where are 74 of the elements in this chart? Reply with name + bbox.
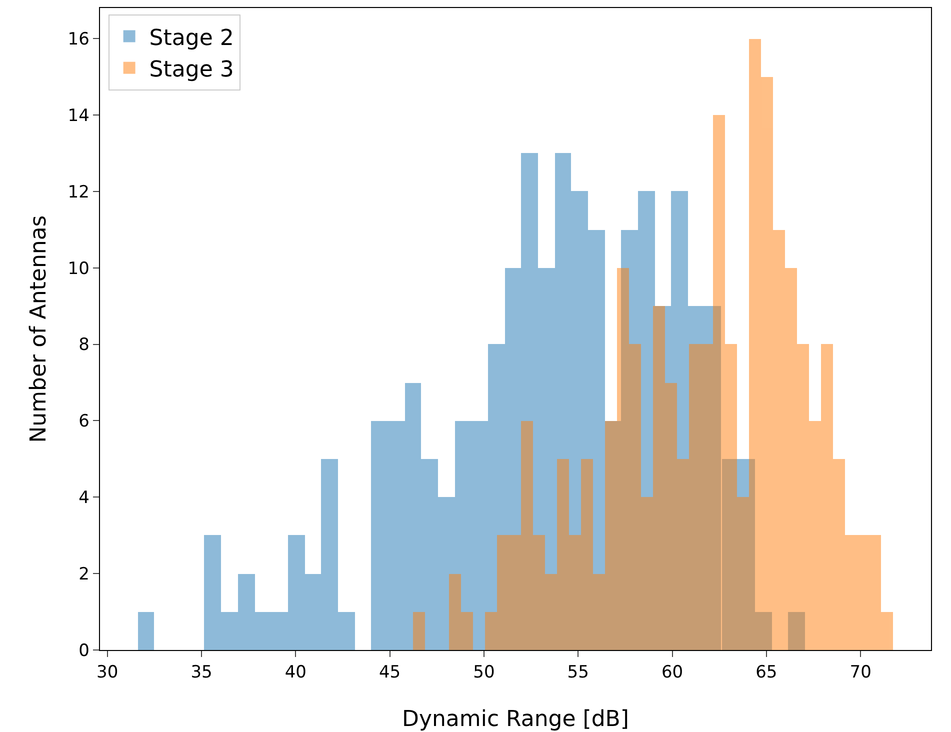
bar [545,574,557,650]
bar [569,535,581,650]
bar [641,497,653,650]
y-tick-label: 0 [78,640,90,661]
bar [581,459,593,650]
bar [371,421,388,650]
bar [288,535,305,650]
x-axis-title: Dynamic Range [dB] [402,707,629,732]
bar [809,421,821,650]
legend-label: Stage 3 [149,57,234,82]
y-tick-label: 16 [68,30,90,50]
bar [617,268,629,650]
bar [869,535,881,650]
y-tick-label: 12 [68,182,90,202]
y-tick-label: 6 [78,412,90,432]
x-tick-label: 65 [756,662,778,683]
x-tick-label: 70 [850,662,872,683]
bar [857,535,869,650]
bar [255,612,271,650]
bar [785,268,797,650]
bar [881,612,893,650]
bar [629,344,641,650]
bar [665,383,677,650]
bar [761,77,773,650]
x-tick-label: 35 [190,662,212,683]
bar [749,39,761,650]
bar [533,535,545,650]
bar [461,612,473,650]
bar [773,230,785,650]
y-tick-label: 10 [68,258,90,279]
bar [713,115,725,650]
bar [557,459,569,650]
x-tick-label: 30 [96,662,118,683]
bar [238,574,255,650]
bar [485,612,497,650]
bar [497,535,509,650]
bar [605,421,617,650]
x-tick-label: 50 [473,662,495,683]
bar [271,612,288,650]
x-tick-label: 45 [378,662,401,683]
bar [521,421,533,650]
bar [338,612,355,650]
y-tick-label: 4 [78,488,90,508]
bar [449,574,461,650]
legend-label: Stage 2 [149,26,234,51]
bar [421,459,438,650]
y-axis-title: Number of Antennas [26,215,52,443]
bar [471,421,488,650]
x-tick-label: 60 [661,662,684,683]
bar [593,574,605,650]
bar [405,383,421,650]
bar [737,497,749,650]
bar [204,535,221,650]
bar [321,459,338,650]
bar [388,421,405,650]
bar [509,535,521,650]
bar [725,344,737,650]
x-tick-label: 55 [567,662,589,683]
bar [138,612,154,650]
y-tick-label: 8 [78,335,90,356]
bar [701,344,713,650]
bar [821,344,833,650]
x-tick-label: 40 [284,662,306,683]
bar [677,459,689,650]
bar [833,459,845,650]
y-tick-label: 14 [68,106,90,126]
bar [221,612,238,650]
bar [413,612,425,650]
bar [845,535,857,650]
bar [653,306,665,650]
bar [305,574,321,650]
bar [797,344,809,650]
bar [689,344,701,650]
y-tick-label: 2 [78,564,90,585]
